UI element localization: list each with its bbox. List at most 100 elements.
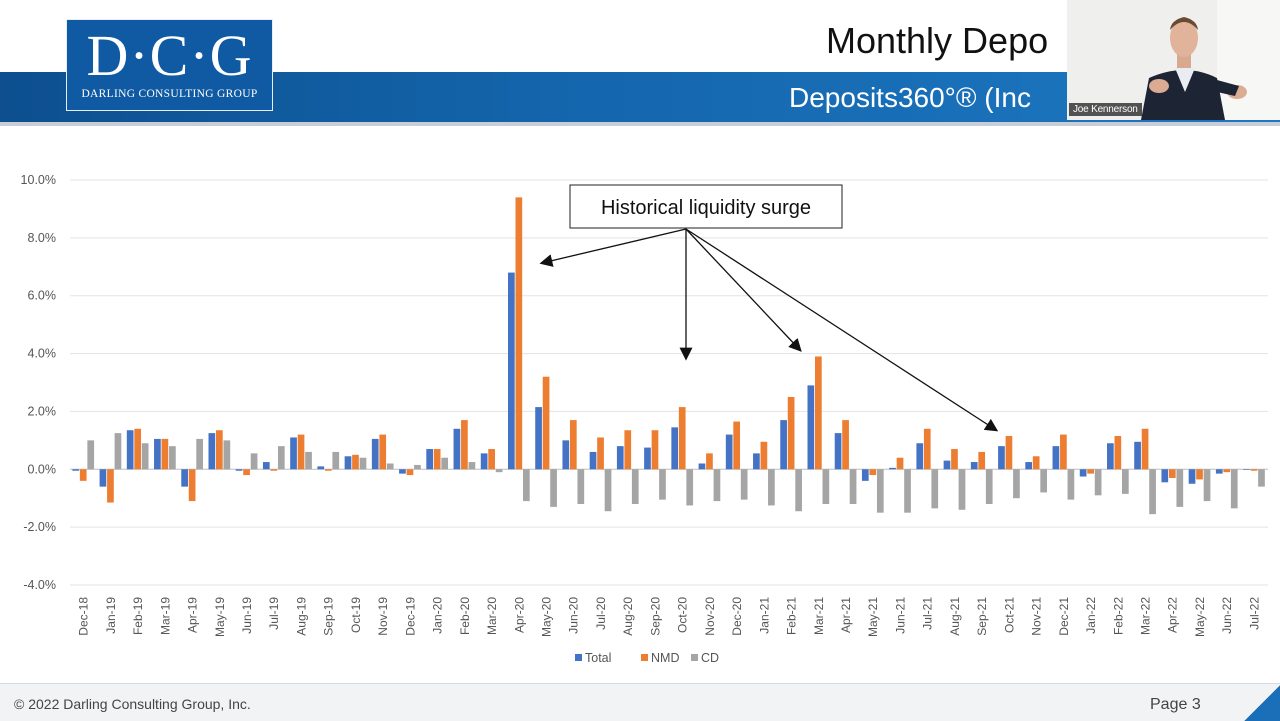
bar-total-feb-20 <box>453 428 461 470</box>
bar-total-oct-20 <box>671 427 679 470</box>
bar-nmd-dec-19 <box>406 469 414 476</box>
bar-cd-may-22 <box>1203 469 1211 502</box>
y-tick-label: 6.0% <box>28 289 57 303</box>
slide-title: Monthly Depo <box>826 20 1049 61</box>
bar-total-may-20 <box>535 407 542 470</box>
x-tick-label: Apr-20 <box>512 597 526 633</box>
bar-nmd-mar-19 <box>161 438 169 470</box>
bar-cd-may-19 <box>223 440 231 470</box>
bar-total-aug-19 <box>290 437 297 470</box>
x-tick-label: Mar-22 <box>1138 597 1152 635</box>
bar-cd-jun-21 <box>904 469 911 513</box>
bar-total-may-21 <box>861 469 869 481</box>
bar-nmd-jan-22 <box>1087 469 1094 474</box>
bar-total-apr-19 <box>181 469 188 487</box>
x-tick-label: Nov-19 <box>376 597 390 636</box>
bar-total-mar-20 <box>480 453 488 470</box>
x-tick-label: Jul-21 <box>921 597 935 630</box>
bar-nmd-sep-20 <box>651 430 659 470</box>
bar-total-aug-21 <box>943 460 951 470</box>
participant-name: Joe Kennerson <box>1069 103 1142 116</box>
bar-nmd-jul-22 <box>1250 469 1258 471</box>
bar-total-nov-21 <box>1025 462 1033 470</box>
bar-cd-nov-20 <box>713 469 721 502</box>
bar-total-jun-20 <box>562 440 570 470</box>
bar-total-aug-20 <box>616 446 624 470</box>
x-tick-label: Dec-21 <box>1057 597 1071 636</box>
x-tick-label: Jun-20 <box>567 597 581 634</box>
x-axis-labels: Dec-18 Jan-19 Feb-19 Mar-19 Apr-19 May-19 Jun-… <box>77 597 1262 637</box>
x-tick-label: May-20 <box>539 597 553 637</box>
x-tick-label: Mar-20 <box>485 597 499 635</box>
x-tick-label: Feb-21 <box>785 597 799 635</box>
bar-cd-dec-20 <box>740 469 748 500</box>
bar-nmd-nov-20 <box>706 453 713 470</box>
y-tick-label: -2.0% <box>23 520 56 534</box>
bar-nmd-apr-20 <box>515 197 523 470</box>
x-tick-label: Sep-19 <box>322 597 336 636</box>
bar-nmd-jan-21 <box>760 441 768 470</box>
x-tick-label: Apr-21 <box>839 597 853 633</box>
y-axis-labels: 10.0% 8.0% 6.0% 4.0% 2.0% 0.0% -2.0% -4.0% <box>21 173 56 592</box>
x-tick-label: Feb-22 <box>1111 597 1125 635</box>
bar-total-sep-20 <box>644 447 651 470</box>
bar-nmd-nov-21 <box>1032 456 1040 470</box>
bar-total-jan-19 <box>99 469 107 487</box>
bar-nmd-jul-20 <box>597 437 604 470</box>
bar-nmd-apr-21 <box>842 420 849 470</box>
bar-nmd-feb-20 <box>461 420 468 470</box>
bar-cd-jul-19 <box>277 446 285 470</box>
video-thumbnail[interactable]: Joe Kennerson <box>1067 0 1280 120</box>
slide-footer: © 2022 Darling Consulting Group, Inc. Pa… <box>0 683 1280 721</box>
bar-total-nov-20 <box>698 463 706 470</box>
bar-nmd-nov-19 <box>379 434 387 470</box>
legend-swatch-nmd <box>641 654 648 661</box>
bar-cd-jan-21 <box>768 469 775 506</box>
y-tick-label: 0.0% <box>28 462 57 476</box>
y-tick-label: 10.0% <box>21 173 56 187</box>
x-tick-label: Jan-19 <box>104 597 118 634</box>
bar-cd-apr-22 <box>1176 469 1184 507</box>
bar-nmd-may-21 <box>869 469 877 476</box>
legend-swatch-total <box>575 654 582 661</box>
x-tick-label: Nov-20 <box>703 597 717 636</box>
bar-total-feb-22 <box>1107 443 1114 470</box>
x-tick-label: Apr-22 <box>1166 597 1180 633</box>
bar-total-jul-22 <box>1243 469 1250 470</box>
bar-nmd-oct-19 <box>352 454 359 470</box>
bar-cd-aug-21 <box>958 469 966 510</box>
legend-label-nmd: NMD <box>651 651 679 665</box>
x-tick-label: Sep-21 <box>975 597 989 636</box>
bar-cd-feb-19 <box>141 443 149 470</box>
annotation-arrow-apr-20 <box>539 228 687 267</box>
bar-nmd-aug-19 <box>297 434 305 470</box>
y-tick-label: 8.0% <box>28 231 57 245</box>
bar-cd-mar-22 <box>1149 469 1156 515</box>
bar-total-oct-19 <box>344 456 352 470</box>
x-tick-label: Jun-19 <box>240 597 254 634</box>
bar-total-apr-20 <box>508 272 515 470</box>
bar-cd-jan-20 <box>441 457 449 470</box>
company-logo: D·C·G DARLING CONSULTING GROUP <box>66 19 273 111</box>
bar-cd-jun-20 <box>577 469 585 504</box>
x-tick-label: Dec-18 <box>77 597 91 636</box>
legend-label-cd: CD <box>701 651 719 665</box>
bar-nmd-oct-20 <box>678 407 686 470</box>
x-tick-label: Mar-19 <box>158 597 172 635</box>
corner-accent <box>1244 685 1280 721</box>
bar-cd-dec-19 <box>414 464 421 470</box>
x-tick-label: Jun-22 <box>1220 597 1234 634</box>
bar-nmd-jun-19 <box>243 469 250 476</box>
bar-cd-sep-19 <box>332 451 340 470</box>
annotation-arrow-oct-21 <box>685 228 999 432</box>
bar-cd-mar-21 <box>822 469 830 504</box>
bar-nmd-jan-19 <box>107 469 114 503</box>
chart-legend: Total NMD CD <box>575 651 719 665</box>
x-tick-label: Oct-20 <box>676 597 690 633</box>
bar-total-dec-18 <box>72 469 80 471</box>
annotation-box <box>569 184 843 229</box>
bar-cd-oct-20 <box>686 469 694 506</box>
bar-cd-jun-22 <box>1230 469 1238 509</box>
bar-nmd-feb-19 <box>134 428 142 470</box>
logo-mark: D·C·G <box>86 23 253 88</box>
